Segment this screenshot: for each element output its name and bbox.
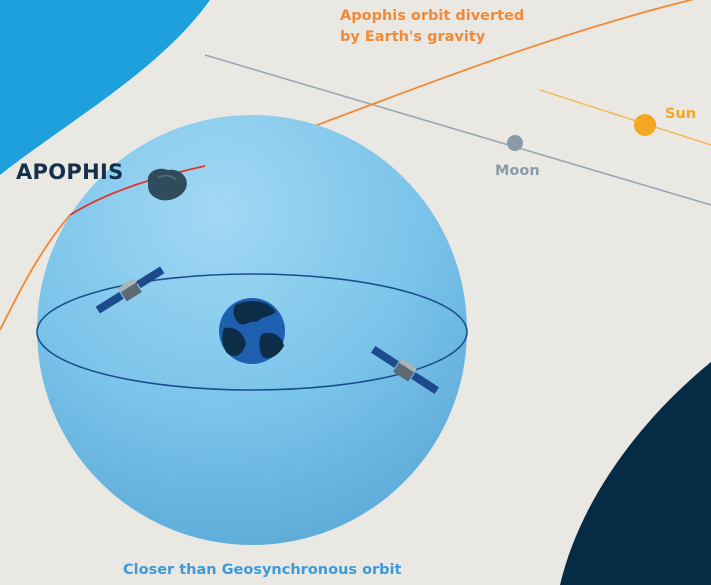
orbit-diverted-label: Apophis orbit diverted by Earth's gravit… — [340, 6, 524, 48]
satellite-left-icon — [95, 266, 165, 314]
asteroid-icon — [147, 168, 187, 201]
satellite-right-icon — [370, 345, 440, 395]
moon-orbit-line — [204, 54, 711, 206]
asteroid-label: APOPHIS — [16, 160, 124, 184]
sun-icon — [634, 114, 656, 136]
sun-label: Sun — [665, 106, 697, 122]
sun-orbit-line — [539, 89, 711, 146]
corner-cyan-shape — [0, 0, 210, 175]
earth-icon — [219, 298, 285, 364]
geosynchronous-label: Closer than Geosynchronous orbit — [123, 562, 402, 578]
moon-icon — [507, 135, 523, 151]
orbit-label-line1: Apophis orbit diverted — [340, 8, 525, 24]
geosynchronous-ring — [36, 273, 468, 391]
corner-navy-shape — [560, 362, 711, 585]
moon-label: Moon — [495, 163, 540, 179]
apophis-orbit-near-earth — [69, 165, 206, 216]
orbit-label-line2: by Earth's gravity — [340, 29, 486, 45]
